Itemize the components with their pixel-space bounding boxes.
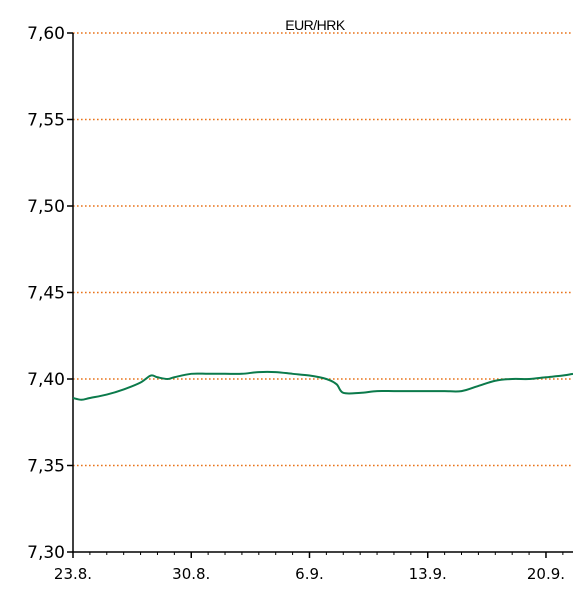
y-tick-label: 7,30: [27, 543, 65, 563]
series-group: [72, 370, 573, 401]
series-line-eur-hrk: [72, 370, 573, 401]
chart-title: EUR/HRK: [285, 17, 346, 33]
y-tick-label: 7,45: [27, 284, 65, 304]
y-axis-ticks: 7,30 7,35 7,40 7,45 7,50 7,55 7,60: [27, 24, 73, 563]
y-tick-label: 7,40: [27, 370, 65, 390]
y-tick-label: 7,50: [27, 197, 65, 217]
x-axis-ticks: 23.8. 30.8. 6.9. 13.9. 20.9.: [54, 552, 565, 583]
y-tick-label: 7,35: [27, 457, 65, 477]
gridlines: [73, 32, 573, 467]
x-tick-label: 13.9.: [409, 565, 447, 583]
x-tick-label: 20.9.: [527, 565, 565, 583]
y-tick-label: 7,60: [27, 24, 65, 44]
x-tick-label: 23.8.: [54, 565, 92, 583]
y-tick-label: 7,55: [27, 111, 65, 131]
x-tick-label: 30.8.: [172, 565, 210, 583]
x-tick-label: 6.9.: [295, 565, 324, 583]
